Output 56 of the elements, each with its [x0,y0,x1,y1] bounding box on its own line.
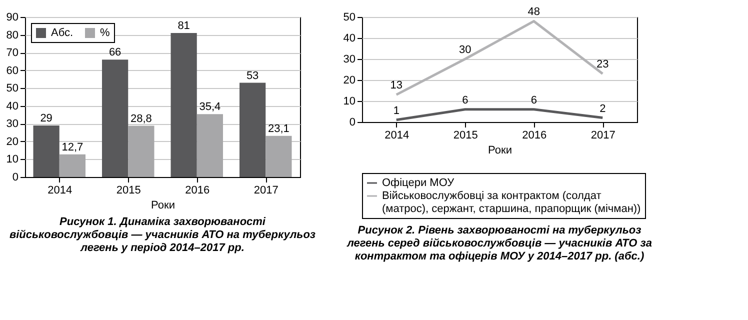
bar [33,125,60,177]
y-tick-label: 90 [6,12,18,24]
legend-label: Військовослужбовці за контрактом (солдат (матрос), сержант, старшина, прапорщик (мічман)) [382,190,641,215]
y-tick-label: 20 [343,74,356,86]
x-tick-label: 2015 [116,184,141,196]
bar [196,114,223,177]
x-axis-title: Роки [488,144,512,156]
data-label: 2 [600,102,606,115]
legend-label: Абс. [51,27,74,39]
x-tick-label: 2014 [384,130,410,142]
x-tick-label: 2017 [590,130,616,142]
y-tick-label: 0 [12,172,18,184]
text: 53 [246,70,259,82]
legend-label: Офіцери МОУ [382,177,456,189]
text: 35,4 [199,101,221,114]
y-tick-label: 60 [6,64,18,77]
y-tick-label: 10 [6,154,18,166]
x-tick-label: 2017 [254,184,278,196]
y-tick-label: 50 [6,82,18,95]
text: 12,7 [62,141,84,154]
text: 28,8 [130,112,152,125]
legend-label: % [100,27,110,39]
data-label: 6 [530,94,537,106]
text: 23,1 [268,122,290,135]
data-label: 6 [462,94,468,106]
text: 81 [178,20,190,32]
y-tick-label: 30 [343,54,356,66]
x-tick-label: 2014 [48,184,72,196]
y-tick-label: 40 [343,32,356,44]
bar [59,154,86,177]
x-tick-label: 2015 [453,130,478,142]
bar [266,136,292,177]
y-tick-label: 30 [6,118,18,130]
x-tick-label: 2016 [185,184,210,196]
bar [128,126,154,177]
y-tick-label: 20 [6,136,18,148]
text: Рисунок 1. Динаміка захворюваності військовослужбовців — учасників АТО на туберкульоз легень у період 2014–2017 рр. [9,216,316,254]
text: Рисунок 2. Рівень захворюваності на туберкульоз легень серед військовослужбовців — учасників АТО за контрактом та офіцерів МОУ у 2014–2017 рр. (абс.) [346,224,652,262]
y-tick-label: 0 [349,116,356,128]
data-label: 30 [459,44,472,56]
x-axis-title: Роки [151,200,175,212]
bar [240,82,266,177]
y-tick-label: 10 [343,96,356,108]
data-label: 23 [596,58,609,71]
bar [170,33,197,177]
data-label: 13 [390,80,402,92]
text: 66 [108,46,122,59]
data-label: 1 [393,104,400,117]
text: 29 [40,112,52,124]
y-tick-label: 70 [6,47,18,60]
y-tick-label: 80 [6,29,18,42]
bar [102,60,128,177]
x-tick-label: 2016 [522,130,547,142]
y-tick-label: 50 [343,12,356,24]
y-tick-label: 40 [6,100,18,112]
data-label: 48 [528,6,540,18]
